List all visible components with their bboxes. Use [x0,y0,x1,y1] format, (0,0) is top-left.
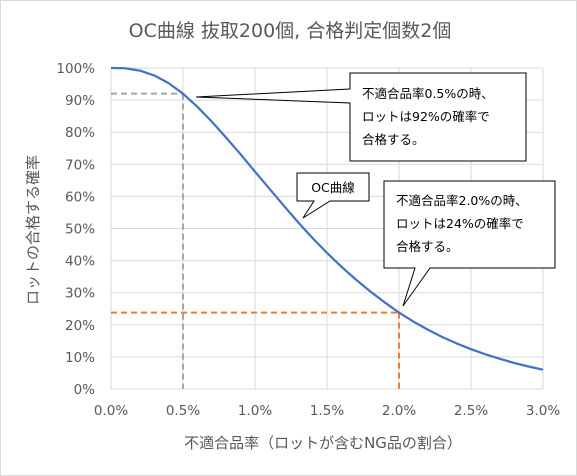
y-tick-label: 20% [65,318,95,334]
callout-oc-curve: OC曲線 [296,172,370,219]
series-line [110,66,544,371]
callout-line: 不適合品率2.0%の時、 [396,193,528,208]
y-tick-label: 70% [65,157,95,173]
y-tick-label: 100% [56,61,95,77]
y-tick-label: 60% [65,189,95,205]
x-tick-label: 1.0% [238,403,272,419]
x-axis-label: 不適合品率（ロットが含むNG品の割合） [184,434,462,452]
x-tick-label: 2.5% [454,403,488,419]
callout-line: OC曲線 [311,180,355,195]
callout-line: 不適合品率0.5%の時、 [362,86,494,101]
callout-0-5-percent: 不適合品率0.5%の時、 ロットは92%の確率で 合格する。 [195,72,527,162]
series-layer [110,66,544,371]
callout-2-0-percent: 不適合品率2.0%の時、 ロットは24%の確率で 合格する。 [383,180,556,307]
y-tick-label: 40% [65,254,95,270]
callout-line: 合格する。 [362,132,425,147]
callout-box [383,180,556,307]
y-tick-label: 0% [74,382,96,398]
x-tick-label: 0.0% [94,403,128,419]
callout-box [296,172,370,219]
reference-lines [111,92,400,389]
x-tick-label: 2.0% [382,403,416,419]
x-tick-label: 3.0% [526,403,560,419]
y-tick-label: 80% [65,125,95,141]
x-tick-label: 1.5% [310,403,344,419]
callout-box [195,72,527,162]
y-tick-label: 10% [65,350,95,366]
x-tick-label: 0.5% [166,403,200,419]
callout-line: 合格する。 [396,239,459,254]
y-axis-ticks: 0% 10% 20% 30% 40% 50% 60% 70% 80% 90% 100% [56,61,95,398]
x-axis-ticks: 0.0% 0.5% 1.0% 1.5% 2.0% 2.5% 3.0% [94,403,560,419]
y-tick-label: 30% [65,286,95,302]
y-tick-label: 90% [65,93,95,109]
y-axis-label: ロットの合格する確率 [24,155,42,305]
chart-title: OC曲線 抜取200個, 合格判定個数2個 [129,20,452,42]
callout-line: ロットは24%の確率で [396,216,524,231]
callout-line: ロットは92%の確率で [362,109,490,124]
y-tick-label: 50% [65,222,95,238]
